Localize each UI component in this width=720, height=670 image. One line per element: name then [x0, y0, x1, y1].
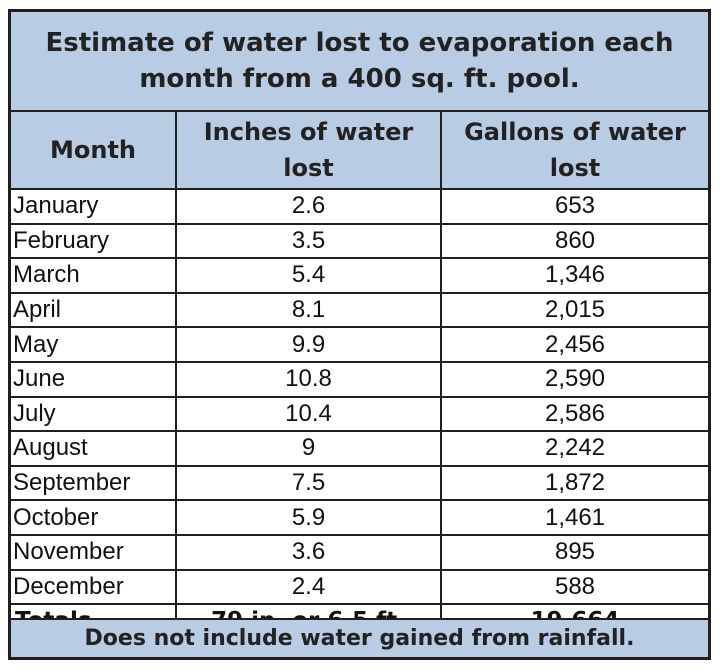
header-row: Month Inches of water lost Gallons of wa…	[11, 112, 708, 190]
table-row: January 2.6 653	[11, 188, 708, 225]
gallons-cell: 895	[440, 533, 708, 571]
gallons-cell: 1,461	[440, 499, 708, 536]
gallons-cell: 2,015	[440, 291, 708, 329]
gallons-cell: 653	[440, 188, 708, 225]
month-cell: December	[11, 568, 177, 606]
month-cell: September	[11, 464, 177, 502]
table-row: June 10.8 2,590	[11, 360, 708, 398]
month-cell: August	[11, 430, 177, 467]
table-row: April 8.1 2,015	[11, 291, 708, 329]
inches-cell: 2.6	[175, 188, 442, 225]
month-cell: June	[11, 360, 177, 398]
inches-cell: 2.4	[175, 568, 442, 606]
footnote: Does not include water gained from rainf…	[11, 618, 708, 657]
month-cell: April	[11, 291, 177, 329]
gallons-cell: 1,346	[440, 257, 708, 294]
inches-cell: 3.5	[175, 222, 442, 260]
table-row: November 3.6 895	[11, 533, 708, 571]
month-cell: October	[11, 499, 177, 536]
table-row: October 5.9 1,461	[11, 499, 708, 536]
inches-cell: 10.4	[175, 395, 442, 433]
gallons-cell: 1,872	[440, 464, 708, 502]
gallons-cell: 2,456	[440, 326, 708, 363]
inches-cell: 3.6	[175, 533, 442, 571]
month-cell: February	[11, 222, 177, 260]
gallons-cell: 2,590	[440, 360, 708, 398]
evaporation-table: Month Inches of water lost Gallons of wa…	[11, 112, 708, 639]
table-row: September 7.5 1,872	[11, 464, 708, 502]
table-row: March 5.4 1,346	[11, 257, 708, 294]
gallons-cell: 2,242	[440, 430, 708, 467]
table-row: December 2.4 588	[11, 568, 708, 606]
gallons-cell: 588	[440, 568, 708, 606]
table-row: May 9.9 2,456	[11, 326, 708, 363]
inches-cell: 5.9	[175, 499, 442, 536]
column-header-month: Month	[11, 112, 177, 190]
month-cell: January	[11, 188, 177, 225]
gallons-cell: 860	[440, 222, 708, 260]
month-cell: March	[11, 257, 177, 294]
inches-cell: 10.8	[175, 360, 442, 398]
month-cell: November	[11, 533, 177, 571]
inches-cell: 8.1	[175, 291, 442, 329]
table-title: Estimate of water lost to evaporation ea…	[11, 12, 708, 112]
inches-cell: 5.4	[175, 257, 442, 294]
inches-cell: 9	[175, 430, 442, 467]
gallons-cell: 2,586	[440, 395, 708, 433]
table-row: August 9 2,242	[11, 430, 708, 467]
evaporation-table-frame: Estimate of water lost to evaporation ea…	[8, 9, 711, 660]
inches-cell: 7.5	[175, 464, 442, 502]
month-cell: July	[11, 395, 177, 433]
column-header-inches: Inches of water lost	[175, 112, 442, 190]
table-row: July 10.4 2,586	[11, 395, 708, 433]
table-body: January 2.6 653 February 3.5 860 March 5.4 1,346…	[11, 188, 708, 639]
table-row: February 3.5 860	[11, 222, 708, 260]
column-header-gallons: Gallons of water lost	[440, 112, 708, 190]
month-cell: May	[11, 326, 177, 363]
inches-cell: 9.9	[175, 326, 442, 363]
